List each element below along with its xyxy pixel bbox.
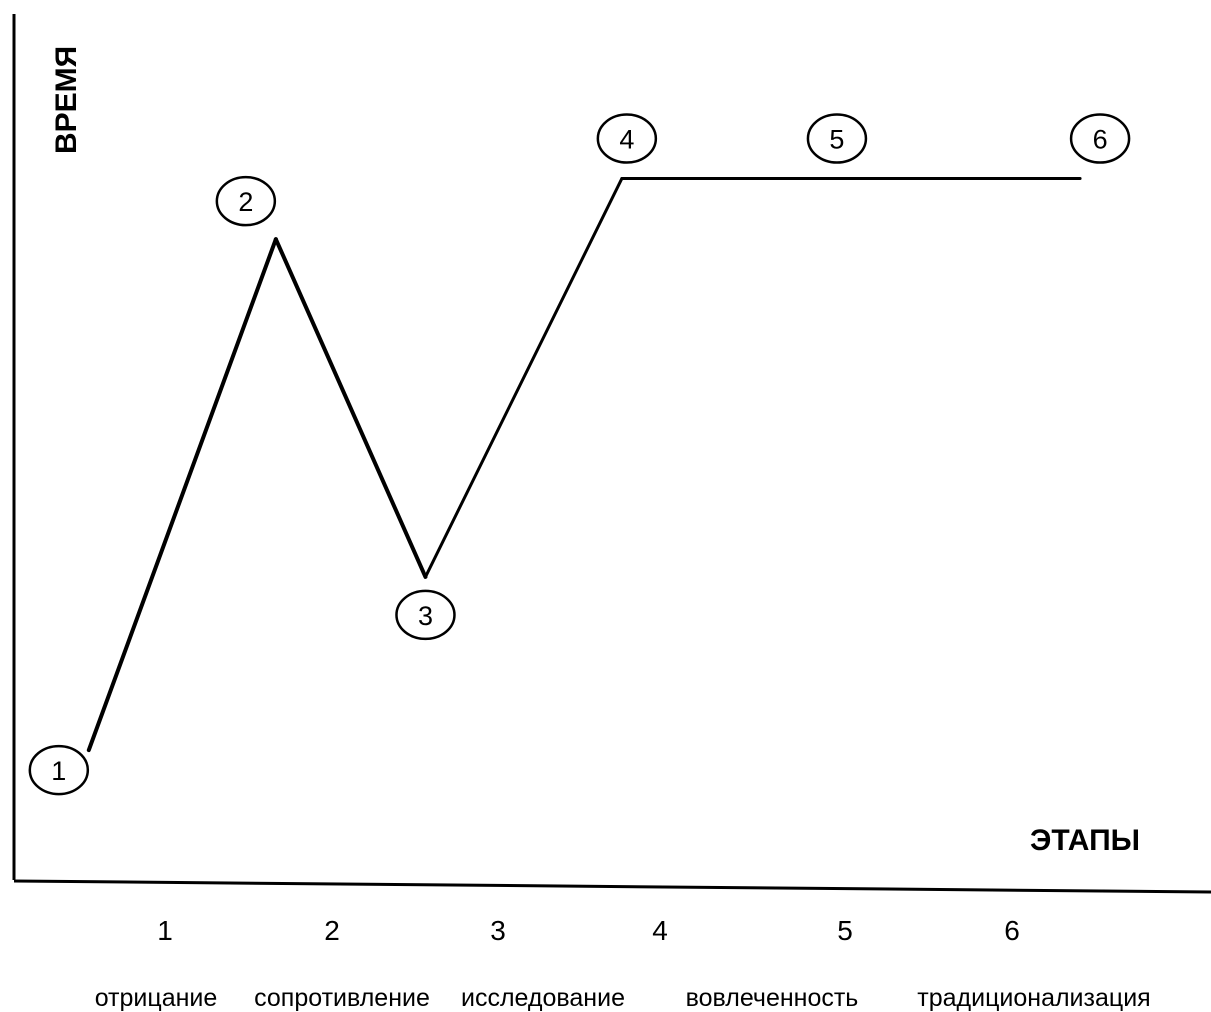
x-tick-label: 5 [837,915,853,946]
stage-name-label: вовлеченность [686,984,859,1012]
x-tick-label: 3 [490,915,506,946]
marker-circle [215,175,277,227]
y-axis-label: ВРЕМЯ [50,46,83,154]
stage-name-label: сопротивление [254,984,430,1012]
x-tick-labels: 1 2 3 4 5 6 [157,915,1020,946]
x-tick-label: 1 [157,915,173,946]
marker-label: 6 [1093,125,1108,155]
series-line-segment [273,237,428,579]
marker-label: 1 [51,756,66,786]
point-marker-6: 6 [1069,113,1131,164]
marker-circle [806,113,868,164]
series-line-segment [423,177,624,579]
marker-label: 2 [238,187,253,217]
marker-label: 4 [619,125,634,155]
x-tick-label: 4 [652,915,668,946]
series-layer [86,177,1082,753]
marker-label: 3 [418,601,433,631]
x-tick-label: 6 [1004,915,1020,946]
point-marker-3: 3 [395,589,456,641]
point-marker-5: 5 [806,113,868,164]
point-marker-1: 1 [28,744,90,796]
x-axis-label: ЭТАПЫ [1030,824,1140,857]
x-tick-label: 2 [324,915,340,946]
marker-label: 5 [829,125,844,155]
markers-layer: 1 2 3 4 5 6 [28,113,1131,796]
stage-name-labels: отрицание сопротивление исследование вовлеч… [95,984,1151,1012]
point-marker-2: 2 [215,175,277,227]
stage-name-label: отрицание [95,984,218,1012]
marker-circle [395,589,456,641]
marker-circle [28,744,90,796]
point-marker-4: 4 [596,113,658,164]
x-axis [13,879,1211,894]
stage-name-label: традиционализация [917,984,1150,1012]
stage-name-label: исследование [461,984,625,1012]
marker-circle [1069,113,1131,164]
marker-circle [596,113,658,164]
series-line-segment [86,237,278,753]
